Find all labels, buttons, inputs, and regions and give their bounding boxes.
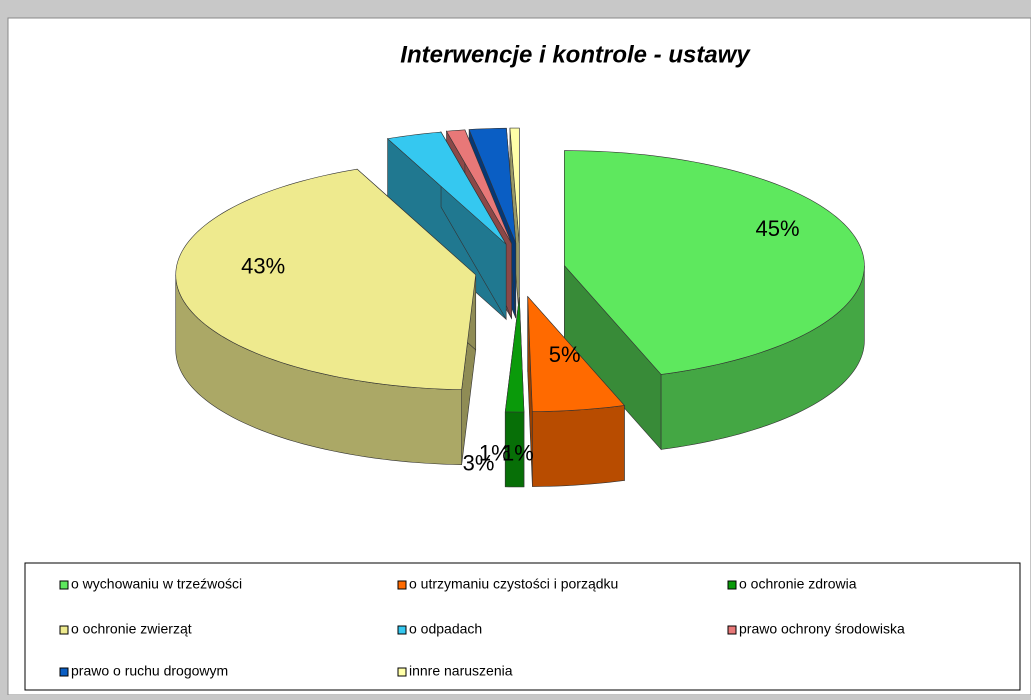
legend-swatch — [59, 667, 69, 677]
legend-label: prawo ochrony środowiska — [739, 621, 905, 637]
data-label: 5% — [549, 342, 581, 367]
slice-wall — [532, 405, 625, 487]
legend-label: o odpadach — [409, 621, 482, 637]
slice — [504, 296, 525, 488]
legend-swatch — [397, 667, 407, 677]
slice-top — [175, 168, 477, 391]
legend-swatch — [727, 580, 737, 590]
data-label: 43% — [241, 253, 285, 278]
slice — [175, 168, 477, 466]
slice-top — [386, 131, 507, 245]
legend-swatch — [727, 625, 737, 635]
legend-label: o wychowaniu w trzeźwości — [71, 576, 242, 592]
legend-label: o utrzymaniu czystości i porządku — [409, 576, 618, 592]
slice — [509, 127, 520, 319]
legend-label: o ochronie zdrowia — [739, 576, 857, 592]
slice — [564, 150, 865, 451]
data-label: 45% — [755, 216, 799, 241]
legend-swatch — [397, 580, 407, 590]
slice-top — [509, 127, 520, 244]
slice-top — [564, 150, 865, 375]
slice — [527, 295, 626, 487]
legend-label: innre naruszenia — [409, 663, 513, 679]
data-label: 3% — [463, 450, 495, 475]
data-label: 1% — [479, 440, 511, 465]
slice — [386, 130, 507, 321]
chart-title: Interwencje i kontrole - ustawy — [400, 41, 751, 68]
legend-box — [24, 562, 1021, 691]
legend-label: o ochronie zwierząt — [71, 621, 192, 637]
data-label: 1% — [502, 440, 534, 465]
legend-swatch — [59, 625, 69, 635]
slice-top — [527, 295, 626, 412]
legend-label: prawo o ruchu drogowym — [71, 663, 228, 679]
slice-top — [504, 296, 525, 413]
slice-top — [468, 127, 517, 244]
slice-top — [445, 129, 512, 244]
legend-swatch — [59, 580, 69, 590]
legend-swatch — [397, 625, 407, 635]
